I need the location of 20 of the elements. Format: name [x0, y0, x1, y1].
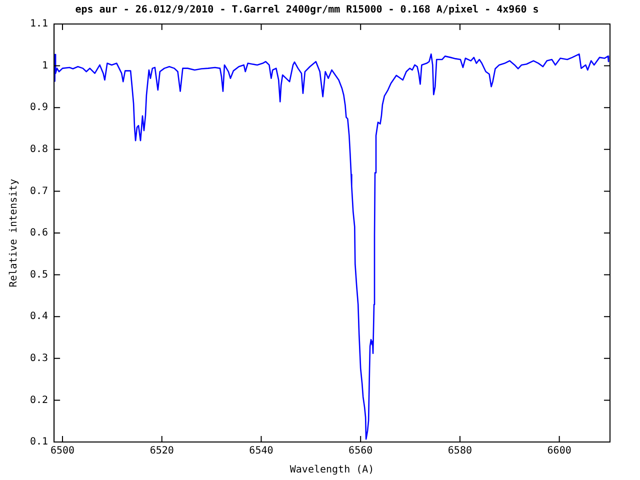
y-tick-label: 0.8	[30, 144, 48, 155]
x-tick-label: 6600	[547, 446, 572, 457]
y-tick-label: 0.2	[30, 394, 48, 406]
y-tick-label: 0.6	[30, 228, 48, 239]
x-tick-label: 6580	[448, 446, 472, 457]
y-tick-label: 0.1	[30, 436, 48, 448]
y-tick-label: 0.3	[30, 352, 48, 364]
x-tick-label: 6560	[348, 446, 373, 457]
y-tick-label: 0.7	[30, 186, 48, 197]
x-tick-label: 6520	[150, 446, 174, 457]
x-tick-label: 6500	[50, 446, 75, 457]
chart-title: eps aur - 26.012/9/2010 - T.Garrel 2400gr/mm R15000 - 0.168 A/pixel - 4x960 s	[75, 4, 539, 16]
x-axis-title: Wavelength (A)	[290, 464, 374, 476]
y-tick-label: 0.4	[30, 311, 48, 322]
y-tick-label: 1	[42, 60, 48, 72]
y-tick-label: 0.9	[30, 102, 48, 114]
y-tick-label: 1.1	[30, 18, 48, 30]
y-tick-label: 0.5	[30, 269, 48, 280]
y-axis-title: Relative intensity	[8, 178, 20, 288]
x-tick-label: 6540	[249, 446, 274, 457]
